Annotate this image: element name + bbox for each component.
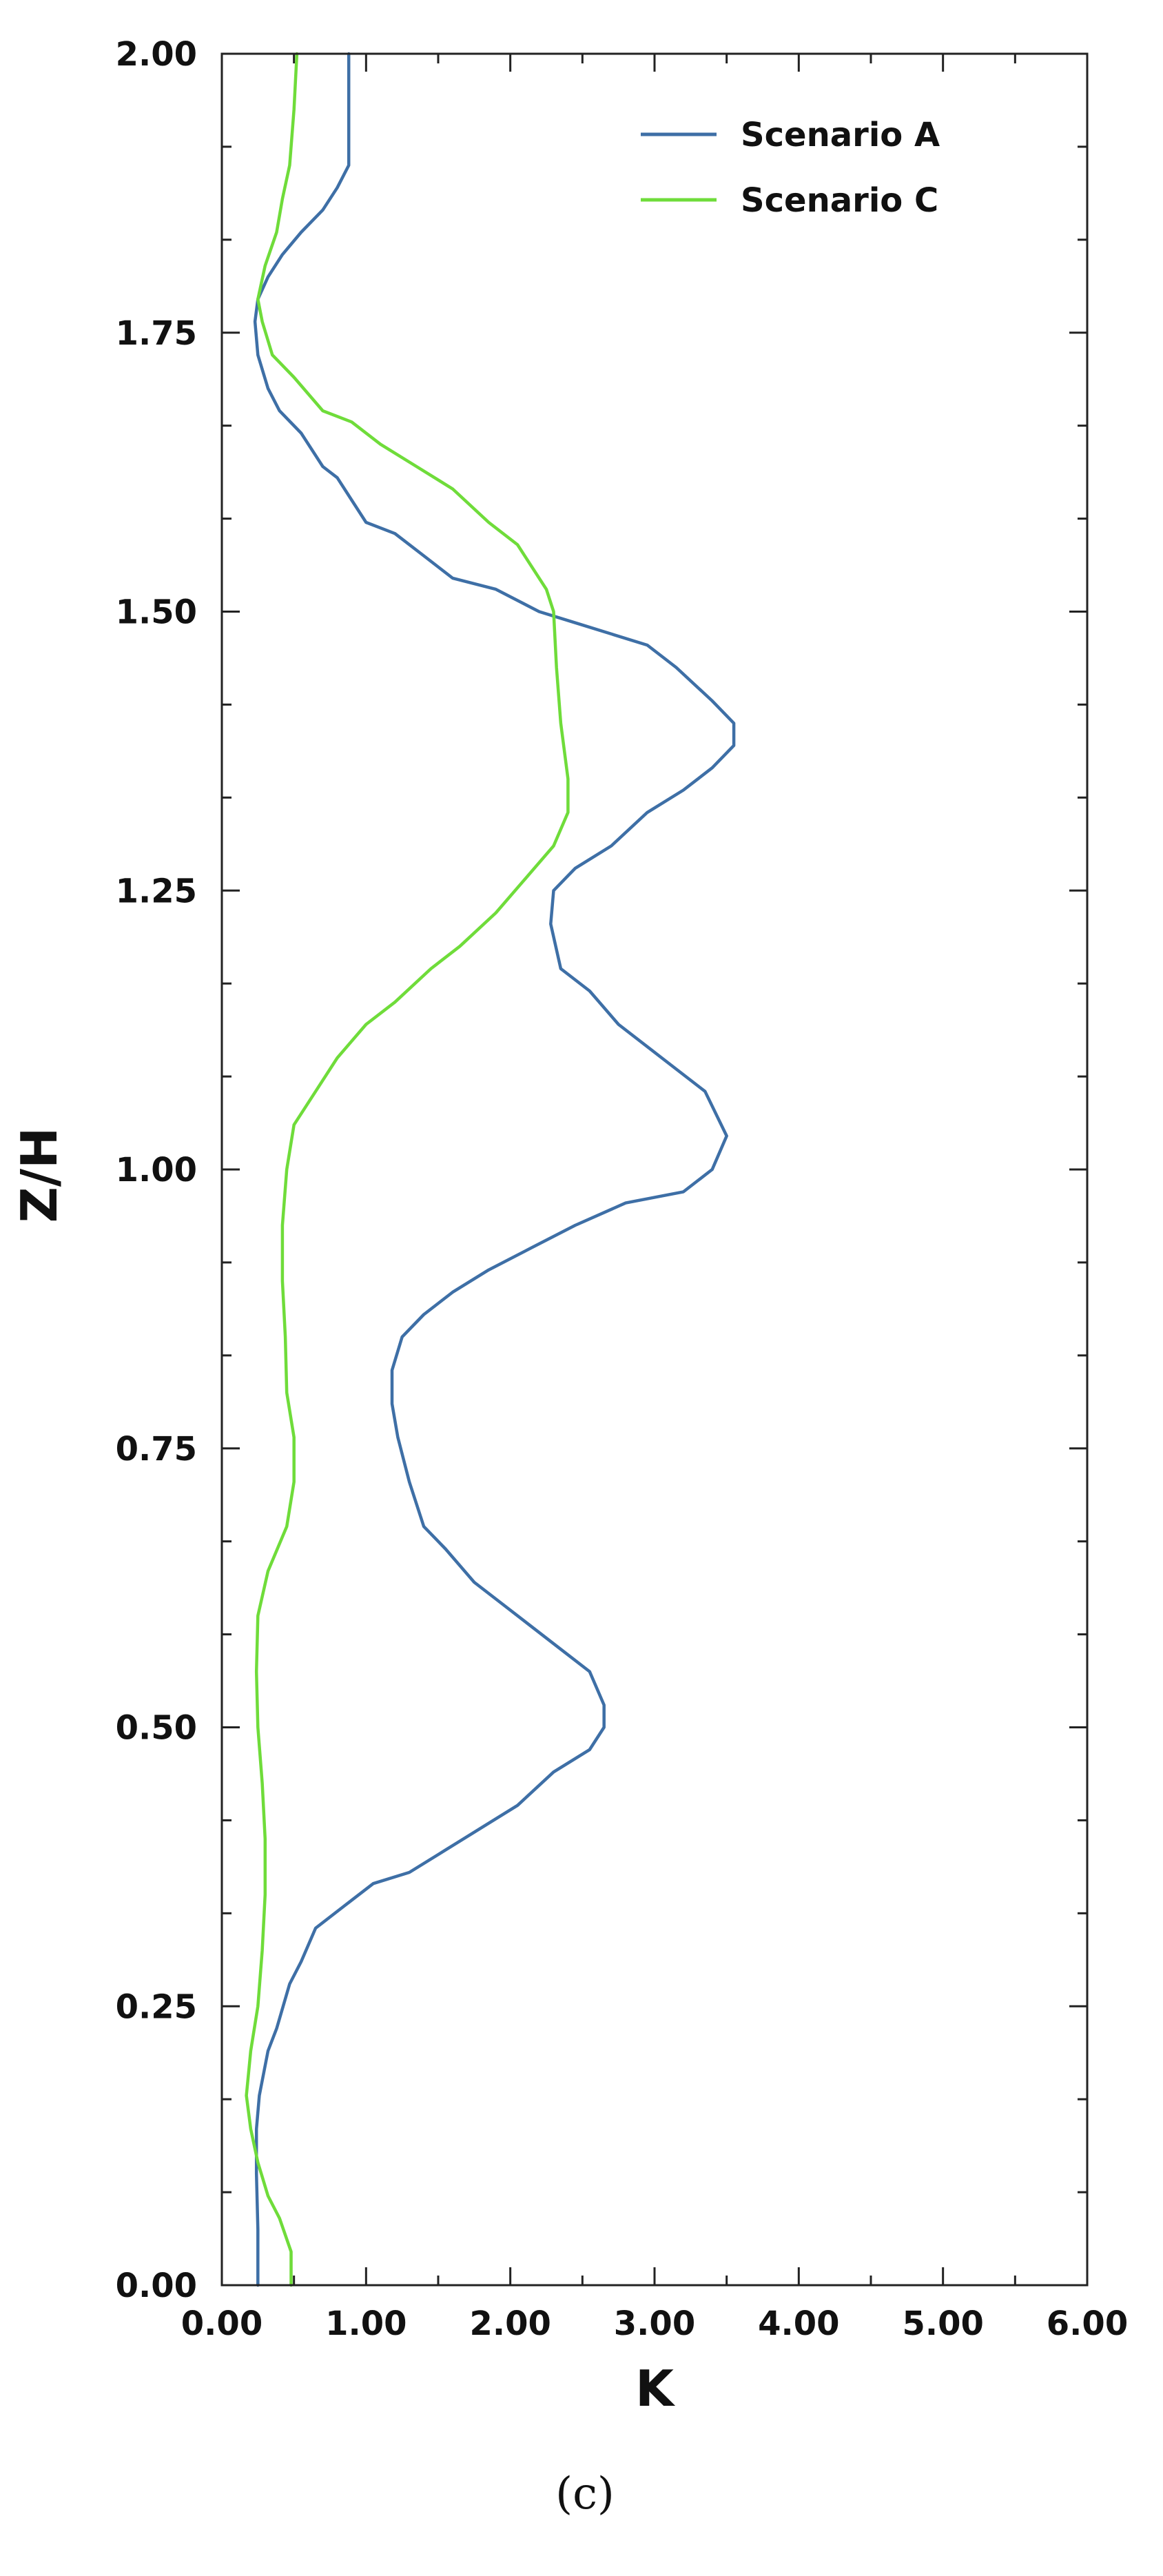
series-line-scenario-a [253,52,736,2287]
y-tick-label: 0.00 [116,2267,197,2305]
x-tick-label: 5.00 [902,2304,983,2343]
y-axis-title: Z/H [10,1127,68,1223]
x-tick-label: 4.00 [758,2304,839,2343]
y-tick-label: 0.50 [116,1709,197,1748]
y-tick-label: 0.75 [116,1430,197,1469]
y-tick-label: 1.50 [116,593,197,632]
series-layer [245,52,736,2287]
y-tick-labels: 0.00 0.25 0.50 0.75 1.00 1.25 1.50 1.75 2.00 [116,35,197,2305]
legend-label-scenario-a: Scenario A [741,116,940,154]
y-tick-label: 2.00 [116,35,197,74]
axis-ticks [220,52,1089,2287]
y-tick-label: 1.25 [116,872,197,910]
y-tick-label: 1.00 [116,1151,197,1189]
y-tick-label: 0.25 [116,1987,197,2026]
legend: Scenario A Scenario C [641,116,940,220]
y-tick-label: 1.75 [116,314,197,353]
x-tick-label: 1.00 [325,2304,406,2343]
figure-caption: (c) [555,2468,615,2519]
x-tick-label: 6.00 [1047,2304,1128,2343]
x-tick-label: 3.00 [614,2304,695,2343]
plot-frame [220,52,1089,2287]
x-axis-title: K [635,2360,675,2417]
x-tick-labels: 0.00 1.00 2.00 3.00 4.00 5.00 6.00 [181,2304,1128,2343]
x-tick-label: 0.00 [181,2304,263,2343]
legend-label-scenario-c: Scenario C [741,181,938,220]
x-tick-label: 2.00 [469,2304,550,2343]
series-line-scenario-c [245,52,570,2287]
